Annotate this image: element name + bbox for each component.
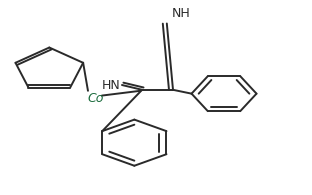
Text: NH: NH — [172, 7, 190, 20]
Text: HN: HN — [102, 79, 120, 91]
Text: Co: Co — [87, 92, 104, 105]
